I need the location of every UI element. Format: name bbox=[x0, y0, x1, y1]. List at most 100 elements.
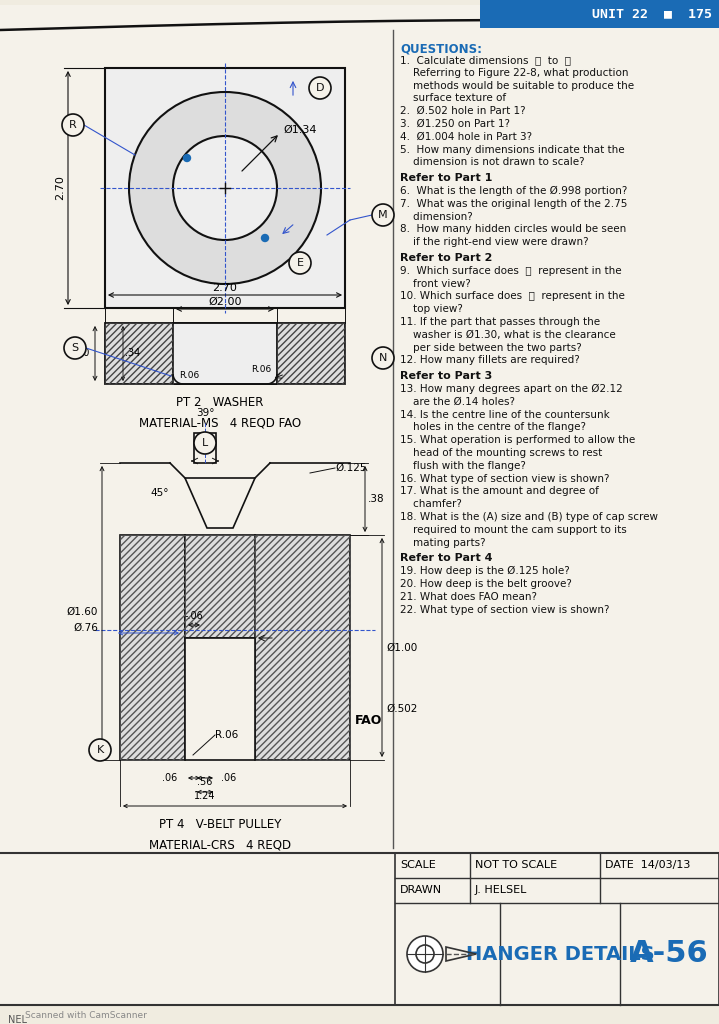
Circle shape bbox=[183, 155, 191, 162]
Text: 2.70: 2.70 bbox=[213, 283, 237, 293]
Text: J. HELSEL: J. HELSEL bbox=[475, 885, 527, 895]
Bar bbox=[120, 535, 185, 760]
Text: Scanned with CamScanner: Scanned with CamScanner bbox=[25, 1011, 147, 1020]
Text: 21. What does FAO mean?: 21. What does FAO mean? bbox=[400, 592, 537, 602]
Circle shape bbox=[129, 92, 321, 284]
Circle shape bbox=[309, 77, 331, 99]
Text: front view?: front view? bbox=[400, 279, 471, 289]
Text: chamfer?: chamfer? bbox=[400, 500, 462, 509]
Text: R.06: R.06 bbox=[179, 372, 199, 381]
Circle shape bbox=[89, 739, 111, 761]
Text: head of the mounting screws to rest: head of the mounting screws to rest bbox=[400, 449, 603, 458]
Text: Ø1.34: Ø1.34 bbox=[283, 125, 316, 135]
Text: Ø.502: Ø.502 bbox=[386, 705, 417, 714]
Circle shape bbox=[372, 204, 394, 226]
Polygon shape bbox=[185, 478, 255, 528]
Text: 2.  Ø.502 hole in Part 1?: 2. Ø.502 hole in Part 1? bbox=[400, 106, 526, 116]
Text: 39°: 39° bbox=[196, 408, 214, 418]
Bar bbox=[105, 323, 173, 384]
Text: 22. What type of section view is shown?: 22. What type of section view is shown? bbox=[400, 604, 610, 614]
Text: FAO: FAO bbox=[355, 714, 383, 726]
Circle shape bbox=[289, 252, 311, 274]
Bar bbox=[173, 323, 277, 384]
Text: R.06: R.06 bbox=[251, 366, 271, 375]
Text: .06: .06 bbox=[221, 773, 237, 783]
Text: Refer to Part 2: Refer to Part 2 bbox=[400, 253, 493, 263]
Circle shape bbox=[62, 114, 84, 136]
Text: K: K bbox=[96, 745, 104, 755]
Text: Refer to Part 3: Refer to Part 3 bbox=[400, 372, 493, 381]
Text: 20. How deep is the belt groove?: 20. How deep is the belt groove? bbox=[400, 579, 572, 589]
Text: 3.  Ø1.250 on Part 1?: 3. Ø1.250 on Part 1? bbox=[400, 119, 510, 129]
Text: 12. How many fillets are required?: 12. How many fillets are required? bbox=[400, 355, 580, 366]
Bar bbox=[105, 323, 345, 384]
Text: are the Ø.14 holes?: are the Ø.14 holes? bbox=[400, 397, 515, 407]
Bar bbox=[255, 535, 350, 760]
Text: Ø.125: Ø.125 bbox=[335, 463, 367, 473]
Circle shape bbox=[194, 432, 216, 454]
Text: required to mount the cam support to its: required to mount the cam support to its bbox=[400, 525, 627, 535]
Text: Ø.76: Ø.76 bbox=[73, 623, 98, 633]
Text: DATE  14/03/13: DATE 14/03/13 bbox=[605, 860, 690, 870]
Text: PT 4   V-BELT PULLEY
MATERIAL-CRS   4 REQD: PT 4 V-BELT PULLEY MATERIAL-CRS 4 REQD bbox=[149, 818, 291, 851]
Text: top view?: top view? bbox=[400, 304, 463, 314]
Text: 4.  Ø1.004 hole in Part 3?: 4. Ø1.004 hole in Part 3? bbox=[400, 132, 532, 141]
Text: 19. How deep is the Ø.125 hole?: 19. How deep is the Ø.125 hole? bbox=[400, 566, 569, 577]
Circle shape bbox=[407, 936, 443, 972]
Circle shape bbox=[372, 347, 394, 369]
Bar bbox=[194, 433, 216, 463]
Text: 1.  Calculate dimensions  Ⓐ  to  Ⓛ: 1. Calculate dimensions Ⓐ to Ⓛ bbox=[400, 55, 571, 65]
Text: 15. What operation is performed to allow the: 15. What operation is performed to allow… bbox=[400, 435, 636, 445]
Text: Refer to Part 4: Refer to Part 4 bbox=[400, 553, 493, 563]
Text: 1.24: 1.24 bbox=[194, 791, 216, 801]
Bar bbox=[0, 5, 719, 855]
Text: Ø1.60: Ø1.60 bbox=[67, 606, 98, 616]
Text: A-56: A-56 bbox=[630, 939, 709, 969]
Text: methods would be suitable to produce the: methods would be suitable to produce the bbox=[400, 81, 634, 90]
Text: .38: .38 bbox=[368, 494, 385, 504]
Text: L: L bbox=[202, 438, 208, 449]
Text: 11. If the part that passes through the: 11. If the part that passes through the bbox=[400, 317, 600, 327]
Text: QUESTIONS:: QUESTIONS: bbox=[400, 42, 482, 55]
Text: surface texture of: surface texture of bbox=[400, 93, 506, 103]
Bar bbox=[0, 853, 719, 1005]
Text: per side between the two parts?: per side between the two parts? bbox=[400, 343, 582, 352]
Text: N: N bbox=[379, 353, 388, 362]
Text: Ø2.00: Ø2.00 bbox=[209, 297, 242, 307]
Bar bbox=[105, 68, 345, 308]
Bar bbox=[255, 535, 350, 760]
Bar bbox=[120, 535, 185, 760]
Text: 9.  Which surface does  Ⓡ  represent in the: 9. Which surface does Ⓡ represent in the bbox=[400, 266, 622, 275]
Text: UNIT 22  ■  175: UNIT 22 ■ 175 bbox=[592, 7, 712, 20]
Text: 7.  What was the original length of the 2.75: 7. What was the original length of the 2… bbox=[400, 199, 628, 209]
Text: S: S bbox=[71, 343, 78, 353]
Text: PT 2   WASHER
MATERIAL-MS   4 REQD FAO: PT 2 WASHER MATERIAL-MS 4 REQD FAO bbox=[139, 396, 301, 429]
Text: 13. How many degrees apart on the Ø2.12: 13. How many degrees apart on the Ø2.12 bbox=[400, 384, 623, 394]
Text: D: D bbox=[316, 83, 324, 93]
Text: 2.70: 2.70 bbox=[55, 175, 65, 201]
Text: flush with the flange?: flush with the flange? bbox=[400, 461, 526, 471]
Text: 18. What is the (A) size and (B) type of cap screw: 18. What is the (A) size and (B) type of… bbox=[400, 512, 658, 522]
Text: .56: .56 bbox=[197, 777, 213, 787]
Text: Ø1.00: Ø1.00 bbox=[386, 642, 417, 652]
Text: Refer to Part 1: Refer to Part 1 bbox=[400, 173, 493, 183]
Text: NEL: NEL bbox=[8, 1015, 27, 1024]
Text: .50: .50 bbox=[73, 348, 89, 358]
Text: dimension?: dimension? bbox=[400, 212, 473, 221]
Text: HANGER DETAILS: HANGER DETAILS bbox=[466, 944, 654, 964]
Text: Referring to Figure 22-8, what production: Referring to Figure 22-8, what productio… bbox=[400, 68, 628, 78]
Text: M: M bbox=[378, 210, 388, 220]
Circle shape bbox=[173, 136, 277, 240]
Bar bbox=[480, 0, 719, 28]
Text: SCALE: SCALE bbox=[400, 860, 436, 870]
Bar bbox=[185, 535, 255, 638]
Text: dimension is not drawn to scale?: dimension is not drawn to scale? bbox=[400, 158, 585, 167]
Bar bbox=[185, 535, 255, 638]
Text: R: R bbox=[69, 120, 77, 130]
Text: holes in the centre of the flange?: holes in the centre of the flange? bbox=[400, 423, 586, 432]
Text: 5.  How many dimensions indicate that the: 5. How many dimensions indicate that the bbox=[400, 144, 625, 155]
Bar bbox=[185, 638, 255, 760]
Text: -.06: -.06 bbox=[185, 611, 203, 621]
Text: .06: .06 bbox=[162, 773, 177, 783]
Text: R.06: R.06 bbox=[215, 730, 238, 740]
